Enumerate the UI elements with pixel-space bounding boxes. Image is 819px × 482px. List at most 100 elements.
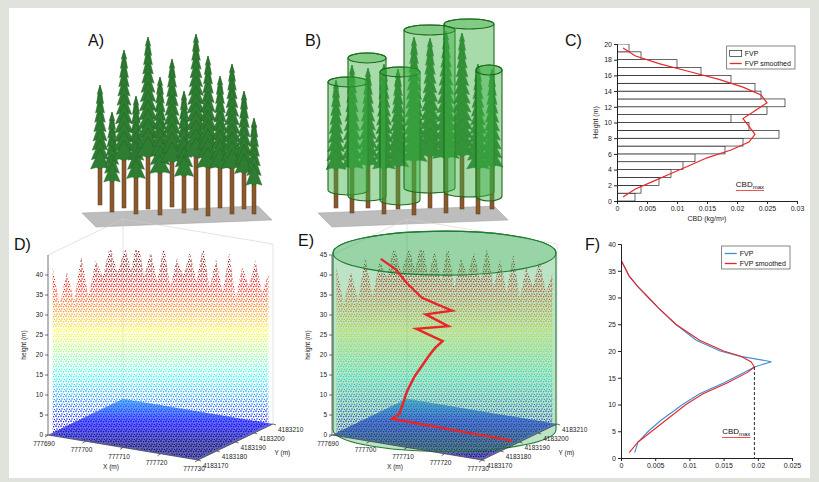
axis-line — [618, 245, 622, 459]
panel-f: 00.0050.010.0150.020.0250510152025303540… — [608, 241, 801, 469]
cylinder — [333, 231, 556, 451]
tick-label: 35 — [320, 291, 328, 298]
bar — [617, 170, 671, 178]
tick-mark — [538, 433, 541, 434]
tick-mark — [273, 424, 276, 425]
panel-label: D) — [14, 236, 31, 253]
annotation-underline — [736, 190, 764, 191]
tick-mark — [45, 295, 48, 296]
cylinder-top — [476, 65, 502, 75]
tick-mark — [501, 451, 504, 452]
tick-mark — [195, 460, 198, 462]
tick-label: 40 — [608, 241, 616, 248]
tick-label: 10 — [604, 119, 612, 126]
tick-mark — [758, 458, 759, 461]
tick-mark — [618, 271, 621, 272]
tick-mark — [329, 395, 332, 396]
annotation: CBDmax — [736, 180, 764, 190]
crown-layer — [91, 148, 110, 169]
legend-label: FVP — [740, 250, 754, 257]
axis-title: height (m) — [304, 330, 312, 359]
tick-label: 0.015 — [715, 462, 733, 469]
legend-label: FVP smoothed — [740, 260, 786, 267]
tick-label: 12 — [604, 104, 612, 111]
bar — [617, 154, 695, 162]
tick-label: 25 — [320, 331, 328, 338]
tick: 5 — [612, 428, 621, 435]
tick-mark — [329, 275, 332, 276]
panel-a — [82, 34, 272, 227]
tick-mark — [647, 201, 648, 204]
tick-mark — [767, 201, 768, 204]
tick-mark — [442, 454, 445, 456]
tick: 0 — [620, 458, 624, 469]
tick: 2 — [608, 182, 617, 189]
tick: 0.005 — [647, 458, 665, 469]
tick-mark — [45, 335, 48, 336]
annotation-text: CBD — [722, 427, 739, 436]
tick-label: 0 — [620, 462, 624, 469]
tick-label: 35 — [36, 291, 44, 298]
bar — [617, 52, 641, 60]
tick: 40 — [608, 241, 621, 248]
tick-mark — [120, 448, 123, 450]
tick: 16 — [604, 72, 617, 79]
crown-layer — [174, 156, 193, 177]
panel-label: B) — [305, 32, 321, 49]
tick-mark — [614, 201, 617, 202]
tick-label: 0.01 — [671, 205, 685, 212]
axis-title: height (m) — [20, 330, 28, 359]
tick: 0 — [608, 198, 617, 205]
tick-label: 0 — [39, 431, 43, 438]
axis-title: CBD (kg/m³) — [688, 215, 727, 223]
tick-mark — [45, 355, 48, 356]
tick-mark — [618, 431, 621, 432]
tick-label: 4183210 — [278, 426, 304, 433]
tick-mark — [367, 441, 370, 443]
tick-label: 20 — [608, 348, 616, 355]
background — [0, 0, 819, 482]
tick-label: 777730 — [183, 465, 205, 472]
tick-label: 15 — [320, 371, 328, 378]
legend-box — [727, 46, 795, 69]
tick-mark — [618, 324, 621, 325]
tick-mark — [614, 60, 617, 61]
panel-label: A) — [88, 32, 104, 49]
tick-mark — [614, 185, 617, 186]
tick-label: 777690 — [33, 440, 55, 447]
line — [621, 260, 754, 453]
tick-label: 5 — [323, 411, 327, 418]
tick-label: 4183170 — [487, 462, 513, 469]
tick: 20 — [608, 348, 621, 355]
tick-mark — [198, 460, 201, 461]
tick-mark — [329, 435, 332, 437]
legend-box — [722, 246, 790, 269]
axis-line — [622, 459, 793, 462]
tick-label: 4183190 — [525, 444, 551, 451]
legend: FVPFVP smoothed — [727, 46, 795, 69]
tick-mark — [329, 375, 332, 376]
tick: 25 — [608, 321, 621, 328]
tick-label: 4183170 — [203, 462, 229, 469]
line — [623, 48, 767, 197]
line — [621, 260, 771, 453]
tick-label: 0.005 — [639, 205, 657, 212]
bar — [617, 146, 725, 154]
tick-label: 0 — [323, 431, 327, 438]
panel-label: C) — [565, 32, 582, 49]
axis-yticks: 0510152025303540 — [608, 241, 621, 462]
tick-label: 0.025 — [759, 205, 777, 212]
tick: 6 — [608, 151, 617, 158]
tick-mark — [557, 424, 560, 425]
plot-area — [621, 260, 771, 458]
tick-label: 25 — [608, 321, 616, 328]
legend-swatch — [725, 253, 737, 254]
cylinder — [476, 65, 502, 201]
tick-mark — [707, 201, 708, 204]
axis-xticks: 00.0050.010.0150.020.025 — [620, 458, 802, 469]
tick-label: 20 — [320, 351, 328, 358]
tick-mark — [677, 201, 678, 204]
tick-mark — [45, 375, 48, 376]
tick-label: 5 — [39, 411, 43, 418]
tick-label: 35 — [608, 267, 616, 274]
